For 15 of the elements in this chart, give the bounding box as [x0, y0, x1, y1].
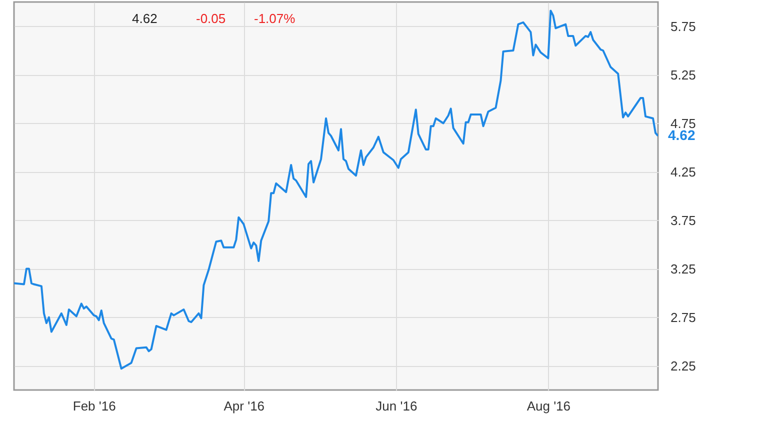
y-tick-label: 3.75	[670, 212, 696, 228]
annotation: -1.07%	[254, 11, 296, 26]
x-tick-label: Aug '16	[526, 398, 571, 414]
line-series	[14, 10, 658, 370]
y-tick-label: 2.25	[670, 358, 696, 374]
y-tick-label: 5.75	[670, 18, 696, 34]
annotation: -0.05	[196, 11, 226, 26]
y-tick-label: 4.25	[670, 164, 696, 180]
x-tick-label: Apr '16	[224, 398, 265, 414]
y-tick-label: 2.75	[670, 310, 696, 325]
x-tick-label: Jun '16	[376, 398, 418, 414]
annotation: 4.62	[132, 11, 158, 26]
x-tick-label: Feb '16	[72, 398, 116, 414]
y-tick-label: 3.25	[670, 261, 696, 276]
y-tick-label: 5.25	[670, 67, 696, 82]
